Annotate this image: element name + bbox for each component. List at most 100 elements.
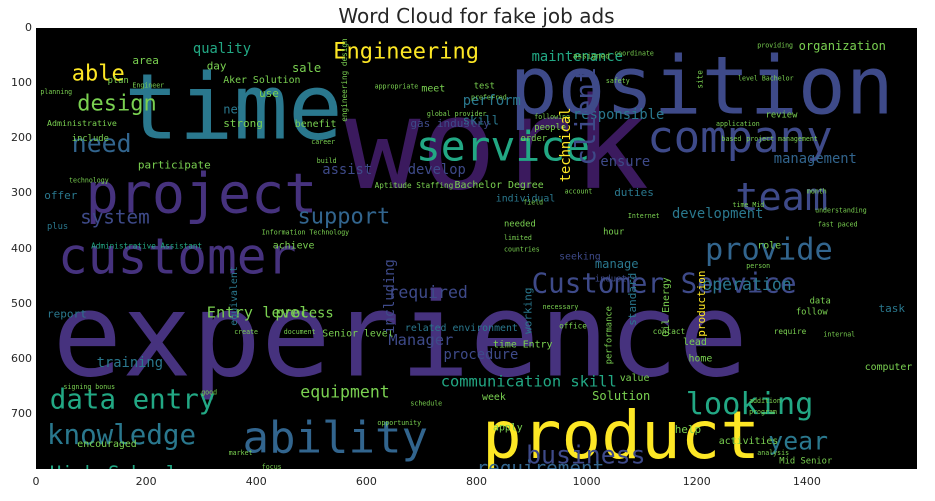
- word: level Bachelor: [738, 74, 794, 82]
- word: assigned: [573, 51, 610, 60]
- y-tick-label: 0: [25, 21, 32, 34]
- word: system: [80, 206, 150, 229]
- word: account: [565, 187, 593, 195]
- word: engineering design: [340, 38, 349, 121]
- word: training: [97, 355, 163, 371]
- word: task: [879, 302, 906, 315]
- word: limited: [504, 234, 532, 242]
- word: technology: [69, 176, 109, 184]
- word: High School: [50, 462, 178, 469]
- x-tick-label: 600: [355, 475, 377, 488]
- y-tick-label: 700: [11, 406, 32, 420]
- word: participate: [138, 159, 211, 172]
- word: Administrative: [47, 118, 117, 128]
- y-tick-label: 300: [11, 186, 32, 200]
- x-tick-label: 800: [466, 475, 487, 488]
- word: review: [766, 110, 798, 120]
- word: process: [276, 305, 334, 321]
- word: global provider: [427, 110, 487, 118]
- word: Oil Energy: [661, 277, 672, 337]
- word: area: [132, 54, 159, 67]
- word: quality: [193, 41, 251, 57]
- word: Engineering: [333, 39, 479, 64]
- word: hour: [603, 228, 624, 238]
- word: require: [774, 327, 807, 336]
- word: meet: [421, 83, 445, 94]
- word: follow: [796, 308, 828, 318]
- x-tick-label: 400: [245, 475, 267, 488]
- word: coordinate: [614, 50, 654, 58]
- word: application: [716, 120, 760, 128]
- word: time Entry: [493, 340, 553, 351]
- word: preferred: [471, 94, 507, 102]
- word: responsible: [573, 107, 664, 123]
- word: build: [317, 157, 337, 165]
- x-tick-label: 1400: [792, 475, 821, 488]
- word: activities: [719, 436, 778, 447]
- word: test: [474, 82, 495, 92]
- word: project: [86, 162, 318, 226]
- word: individual: [496, 194, 555, 205]
- word: manage: [595, 257, 639, 271]
- word: countries: [504, 245, 540, 253]
- word: gas industry: [410, 117, 490, 130]
- word: document: [284, 328, 316, 336]
- word: role: [757, 241, 781, 252]
- y-tick-label: 600: [11, 351, 32, 365]
- word: opportunity: [377, 419, 421, 427]
- word: computer: [865, 362, 913, 373]
- word: following: [534, 113, 570, 121]
- y-tick-label: 500: [11, 296, 32, 310]
- word: home: [689, 354, 713, 365]
- y-tick-label: 200: [11, 131, 32, 145]
- word: analysis: [757, 449, 789, 457]
- word: needed: [504, 220, 536, 230]
- word-cloud: work experience time position product project…: [40, 38, 913, 470]
- word: organization: [799, 39, 886, 53]
- word: Aptitude Staffing: [375, 181, 454, 190]
- word: develop: [408, 162, 466, 178]
- word: include: [72, 134, 109, 144]
- word: Aker Solution: [223, 75, 300, 86]
- word: order: [521, 134, 547, 144]
- word: Customer Service: [532, 268, 797, 300]
- word: strong: [223, 117, 263, 130]
- word: project management: [746, 135, 817, 143]
- word: looking: [686, 387, 814, 422]
- word: Solution: [592, 389, 650, 403]
- word: Bachelor Degree: [455, 180, 544, 191]
- word: value: [620, 373, 650, 384]
- x-tick-label: 0: [32, 475, 40, 488]
- x-tick-label: 200: [135, 475, 157, 488]
- word: communication skill: [441, 372, 617, 390]
- word: field: [523, 198, 543, 206]
- word: report: [47, 307, 87, 320]
- word: week: [482, 392, 506, 403]
- word: based: [722, 135, 742, 143]
- word: business: [526, 441, 645, 470]
- word: help: [675, 423, 702, 436]
- word: work: [344, 71, 649, 218]
- word: internal: [823, 331, 855, 339]
- word: planning: [40, 88, 72, 96]
- word: office: [559, 321, 587, 330]
- plot-area: work experience time position product project…: [36, 28, 917, 469]
- word: perform: [463, 93, 521, 109]
- word: new: [223, 102, 246, 116]
- x-tick-label: 1200: [682, 475, 711, 488]
- word: sale: [292, 61, 321, 75]
- word: offer: [44, 189, 77, 202]
- word: Entry level: [207, 303, 309, 321]
- word: plus: [47, 222, 68, 232]
- word: market: [229, 449, 253, 457]
- word: signing bonus: [64, 383, 116, 391]
- word: equivalent: [229, 266, 240, 325]
- word: design: [77, 92, 156, 117]
- word: Internet: [628, 212, 660, 220]
- word: necessary: [543, 303, 579, 311]
- word: need: [72, 129, 132, 158]
- word: month: [807, 187, 827, 195]
- word: Manager: [388, 331, 453, 349]
- word: data entry: [50, 383, 216, 415]
- word: ensure: [600, 154, 650, 170]
